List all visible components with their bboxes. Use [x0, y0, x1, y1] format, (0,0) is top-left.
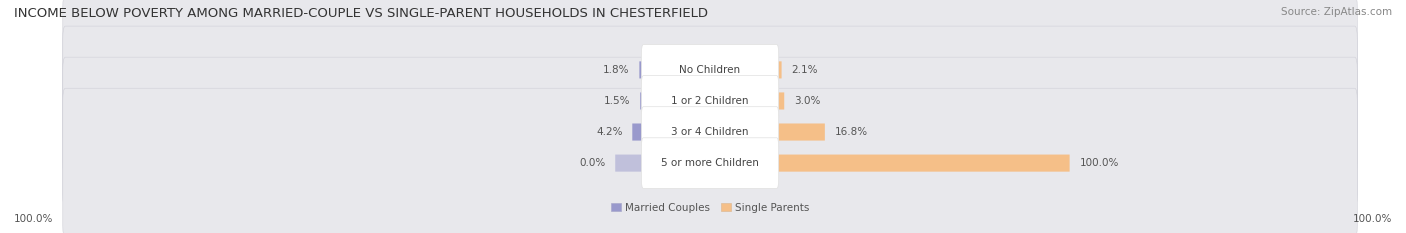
FancyBboxPatch shape	[641, 76, 779, 126]
FancyBboxPatch shape	[641, 138, 779, 188]
FancyBboxPatch shape	[63, 57, 1357, 207]
FancyBboxPatch shape	[776, 123, 825, 140]
Text: 0.0%: 0.0%	[579, 158, 606, 168]
Text: 16.8%: 16.8%	[835, 127, 868, 137]
Text: 5 or more Children: 5 or more Children	[661, 158, 759, 168]
Text: Source: ZipAtlas.com: Source: ZipAtlas.com	[1281, 7, 1392, 17]
FancyBboxPatch shape	[633, 123, 644, 140]
Text: 100.0%: 100.0%	[14, 214, 53, 224]
Text: 1 or 2 Children: 1 or 2 Children	[671, 96, 749, 106]
Text: 100.0%: 100.0%	[1080, 158, 1119, 168]
FancyBboxPatch shape	[776, 61, 782, 79]
Text: 3.0%: 3.0%	[794, 96, 821, 106]
Text: 100.0%: 100.0%	[1353, 214, 1392, 224]
FancyBboxPatch shape	[63, 0, 1357, 145]
Text: 3 or 4 Children: 3 or 4 Children	[671, 127, 749, 137]
Text: 1.8%: 1.8%	[603, 65, 630, 75]
FancyBboxPatch shape	[776, 93, 785, 110]
FancyBboxPatch shape	[641, 107, 779, 157]
FancyBboxPatch shape	[776, 154, 1070, 172]
FancyBboxPatch shape	[640, 93, 644, 110]
Text: 4.2%: 4.2%	[596, 127, 623, 137]
FancyBboxPatch shape	[641, 45, 779, 95]
FancyBboxPatch shape	[63, 88, 1357, 233]
FancyBboxPatch shape	[63, 26, 1357, 176]
Text: 2.1%: 2.1%	[792, 65, 818, 75]
Text: INCOME BELOW POVERTY AMONG MARRIED-COUPLE VS SINGLE-PARENT HOUSEHOLDS IN CHESTER: INCOME BELOW POVERTY AMONG MARRIED-COUPL…	[14, 7, 709, 20]
Legend: Married Couples, Single Parents: Married Couples, Single Parents	[610, 203, 810, 213]
Text: 1.5%: 1.5%	[605, 96, 630, 106]
FancyBboxPatch shape	[640, 61, 644, 79]
FancyBboxPatch shape	[616, 154, 644, 172]
Text: No Children: No Children	[679, 65, 741, 75]
